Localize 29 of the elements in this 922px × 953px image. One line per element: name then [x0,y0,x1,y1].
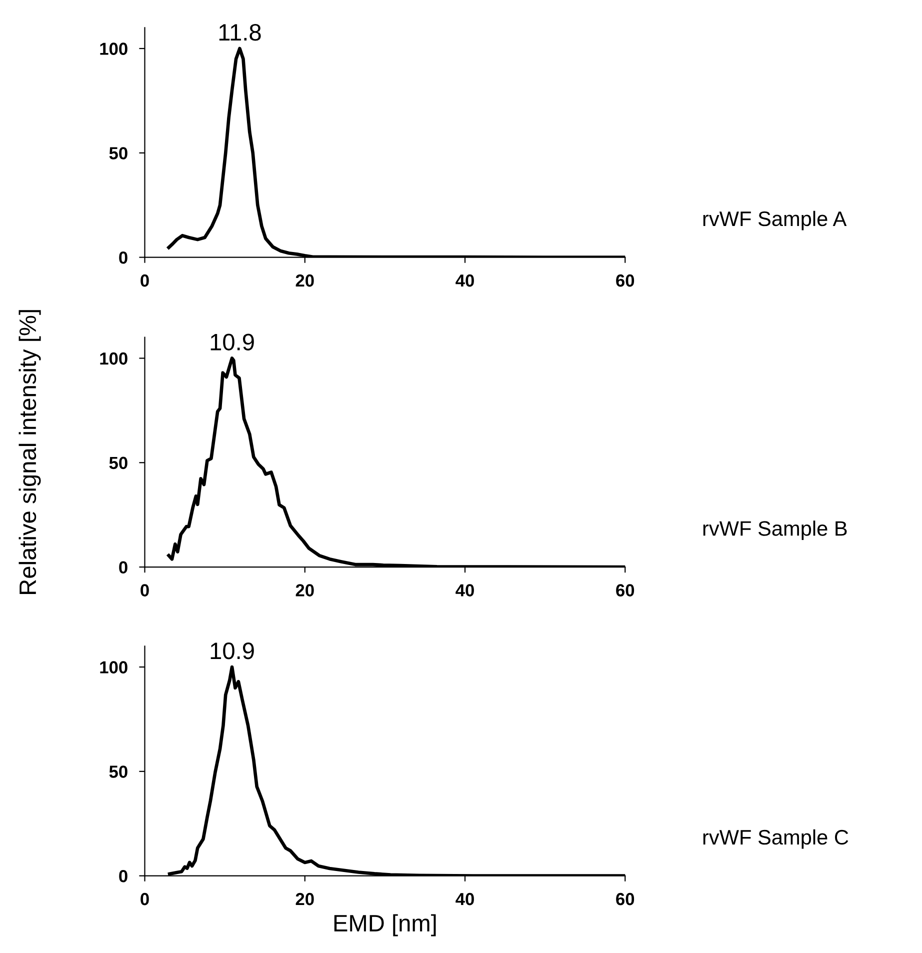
x-tick-label: 60 [616,584,634,596]
y-tick-label: 100 [100,42,128,55]
y-tick-label: 100 [100,661,128,674]
x-tick-label: 20 [296,274,314,287]
y-axis-title: Relative signal intensity [%] [18,310,41,594]
annotation: 11.8 [219,24,261,41]
text: rvWF Sample B [703,520,847,540]
y-tick-label: 50 [109,147,128,160]
y-tick-label: 0 [119,870,128,882]
y-tick-label: 50 [109,456,128,470]
x-tick-label: 60 [616,274,634,287]
x-tick-label: 40 [456,584,474,596]
y-tick-label: 0 [119,561,128,574]
x-tick-label: 20 [296,584,314,596]
annotation: 10.9 [210,334,254,350]
text: rvWF Sample A [703,210,847,230]
x-tick-label: 0 [140,584,149,596]
y-tick-label: 100 [100,352,128,365]
x-tick-label: 60 [616,892,634,906]
text: rvWF Sample C [703,829,848,849]
x-tick-label: 20 [296,892,314,906]
annotation: 10.9 [210,642,254,660]
x-axis-title: EMD [nm] [334,914,436,936]
x-tick-label: 40 [456,274,474,287]
y-tick-label: 0 [119,251,128,264]
x-tick-label: 40 [456,892,474,906]
y-tick-label: 50 [109,766,128,778]
x-tick-label: 0 [140,892,149,906]
x-tick-label: 0 [140,274,149,287]
